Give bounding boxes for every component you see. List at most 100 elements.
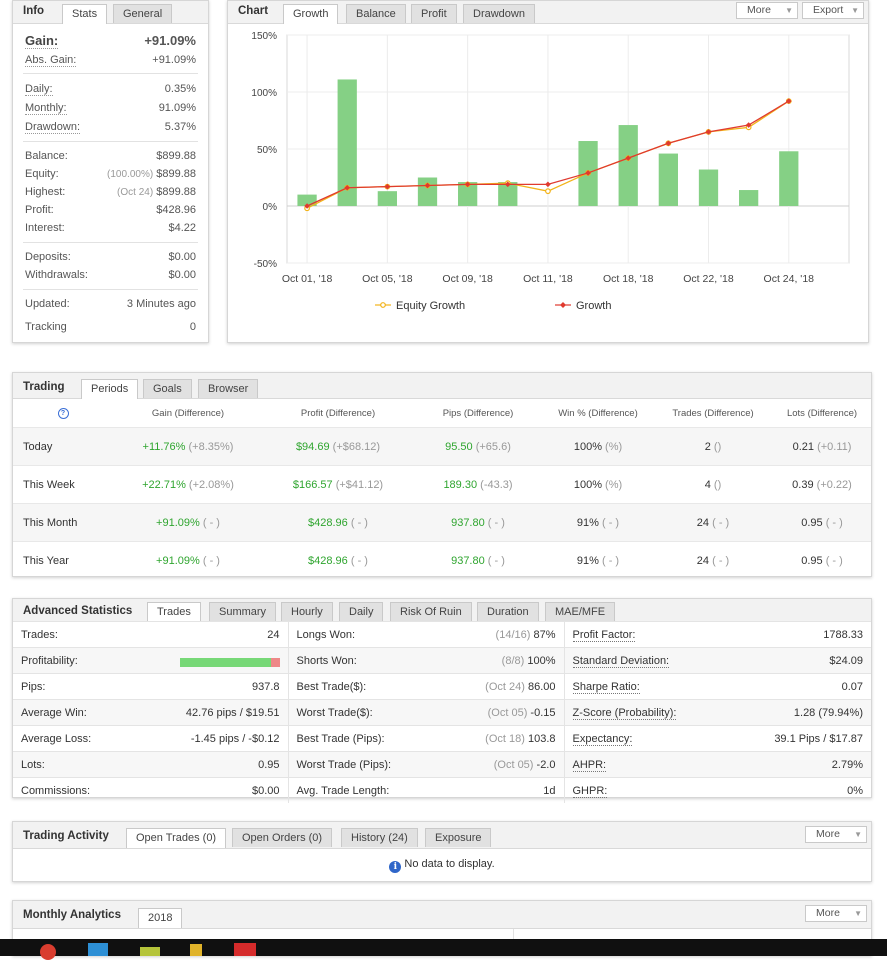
highest-value: $899.88 [156,186,196,198]
updated-row: Updated: 3 Minutes ago [25,298,196,314]
tab-growth[interactable]: Growth [283,4,339,24]
daily-label: Daily: [25,83,53,96]
tab-summary[interactable]: Summary [209,602,277,621]
tab-browser[interactable]: Browser [198,379,259,398]
lots-cell: 0.21 [792,440,814,453]
stat-label: Commissions: [21,784,91,797]
tab-stats[interactable]: Stats [62,4,108,24]
win-cell: 91% [576,554,599,567]
lots-diff: ( - ) [825,516,843,529]
gain-cell: +91.09% [156,516,200,529]
y-tick-label: 50% [257,145,277,156]
bar [618,125,638,206]
chrome-icon[interactable] [40,944,56,960]
profit-cell: $166.57 [292,478,333,491]
profit-cell: $428.96 [308,554,348,567]
os-taskbar [0,939,887,960]
tracking-value: 0 [189,321,196,333]
stat-value: 39.1 Pips / $17.87 [774,732,863,745]
stat-value: -1.45 pips / -$0.12 [190,732,280,745]
stat-value: -2.0 [536,758,556,771]
divider [23,73,198,74]
stat-value: 1788.33 [823,628,863,641]
tab-profit[interactable]: Profit [411,4,457,23]
growth-point [625,155,632,161]
advanced-title: Advanced Statistics [23,605,133,617]
more-label: More [816,828,840,840]
more-button[interactable]: More ▼ [805,905,867,922]
monthly-title: Monthly Analytics [23,909,121,921]
profitability-fill [179,657,271,667]
win-cell: 91% [576,516,599,529]
col-profit: Profit (Difference) [300,407,376,419]
help-icon[interactable]: ? [57,408,69,419]
bar [739,190,759,206]
tab-hourly[interactable]: Hourly [281,602,333,621]
table-header: ? Gain (Difference) Profit (Difference) … [13,399,871,428]
daily-row: Daily: 0.35% [25,83,196,99]
tab-exposure[interactable]: Exposure [425,828,492,847]
tab-trades[interactable]: Trades [147,602,201,622]
tab-risk-of-ruin[interactable]: Risk Of Ruin [390,602,472,621]
pips-diff: (-43.3) [480,478,513,491]
balance-label: Balance: [25,150,68,162]
chevron-down-icon: ▼ [851,6,859,15]
stat-value: 24 [267,628,280,641]
tab-drawdown[interactable]: Drawdown [463,4,535,23]
tab-open-orders[interactable]: Open Orders (0) [232,828,333,847]
col-win: Win % (Difference) [558,407,638,419]
stat-value: $0.00 [251,784,280,797]
stat-value: 937.8 [251,680,280,693]
gain-diff: (+2.08%) [188,478,234,491]
tab-periods[interactable]: Periods [81,379,139,399]
growth-point [745,122,752,128]
export-button[interactable]: Export ▼ [802,2,864,19]
highest-label: Highest: [25,186,66,198]
highest-note: (Oct 24) [117,187,154,198]
x-tick-label: Oct 09, '18 [442,273,493,285]
tab-daily[interactable]: Daily [339,602,384,621]
highest-row: Highest: (Oct 24) $899.88 [25,186,196,202]
x-tick-label: Oct 24, '18 [764,273,815,285]
more-button[interactable]: More ▼ [736,2,798,19]
tab-open-trades[interactable]: Open Trades (0) [126,828,227,848]
profit-diff: (+$68.12) [332,440,381,453]
app-icon[interactable] [88,943,108,956]
app-icon[interactable] [140,947,160,956]
updated-value: 3 Minutes ago [126,298,196,310]
stat-value: 2.79% [831,758,863,771]
bar [458,182,478,206]
tab-balance[interactable]: Balance [346,4,406,23]
lots-cell: 0.39 [792,478,814,491]
tab-duration[interactable]: Duration [477,602,539,621]
stat-label: AHPR: [572,758,607,772]
bar [337,79,357,206]
trophy-icon[interactable] [190,944,202,956]
empty-message: i No data to display. [13,858,871,873]
table-row: This Month +91.09% ( - ) $428.96 ( - ) 9… [13,503,871,542]
col-pips: Pips (Difference) [442,407,514,419]
app-icon[interactable] [234,943,256,956]
stat-label: GHPR: [572,784,608,798]
win-diff: (%) [605,478,623,491]
col-lots: Lots (Difference) [786,407,858,419]
tab-history[interactable]: History (24) [341,828,418,847]
lots-cell: 0.95 [801,554,823,567]
growth-point [665,140,672,147]
tab-mae-mfe[interactable]: MAE/MFE [545,602,616,621]
more-label: More [816,907,840,919]
trades-cell: 24 [696,516,710,529]
more-button[interactable]: More ▼ [805,826,867,843]
tab-general[interactable]: General [113,4,173,23]
tab-year-2018[interactable]: 2018 [138,908,183,928]
withdrawals-value: $0.00 [168,269,196,281]
stat-label: Standard Deviation: [572,654,670,668]
stat-label: Avg. Trade Length: [296,784,390,797]
col-trades: Trades (Difference) [672,407,754,419]
equity-row: Equity: (100.00%) $899.88 [25,168,196,184]
growth-point [785,98,792,104]
stat-label: Profitability: [21,654,78,667]
lots-cell: 0.95 [801,516,823,529]
stat-label: Average Win: [21,706,87,719]
tab-goals[interactable]: Goals [143,379,192,398]
